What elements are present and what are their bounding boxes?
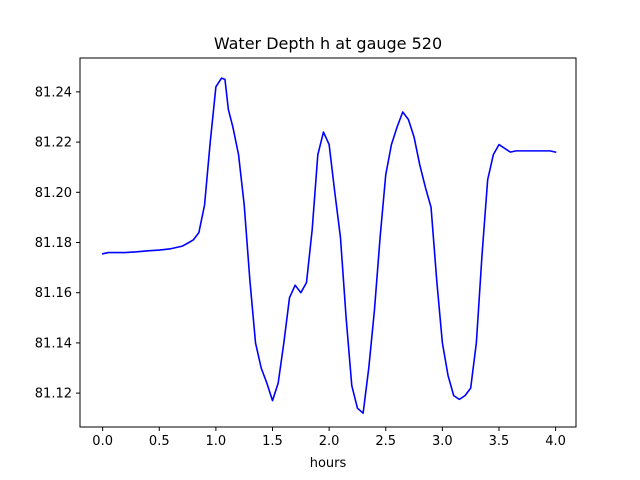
x-tick-label: 3.5 (489, 434, 510, 449)
y-tick-label: 81.18 (35, 236, 72, 251)
y-tick-label: 81.24 (35, 85, 72, 100)
chart-title: Water Depth h at gauge 520 (214, 34, 442, 53)
x-tick-label: 1.5 (262, 434, 283, 449)
y-tick-label: 81.16 (35, 286, 72, 301)
x-tick-label: 2.5 (375, 434, 396, 449)
plot-area: 0.0 0.5 1.0 1.5 2.0 2.5 3.0 3.5 4.0 81.12 81.14 81.… (35, 57, 577, 449)
y-tick-label: 81.12 (35, 387, 72, 402)
series-line (101, 77, 557, 414)
x-tick-label: 2.0 (319, 434, 340, 449)
x-tick-label: 1.0 (206, 434, 227, 449)
x-axis-title: hours (310, 456, 347, 471)
x-tick-label: 3.0 (432, 434, 453, 449)
y-tick-label: 81.14 (35, 336, 72, 351)
y-tick-label: 81.20 (35, 186, 72, 201)
x-tick-label: 4.0 (545, 434, 566, 449)
x-tick-label: 0.5 (149, 434, 170, 449)
y-tick-label: 81.22 (35, 136, 72, 151)
x-tick-label: 0.0 (92, 434, 113, 449)
